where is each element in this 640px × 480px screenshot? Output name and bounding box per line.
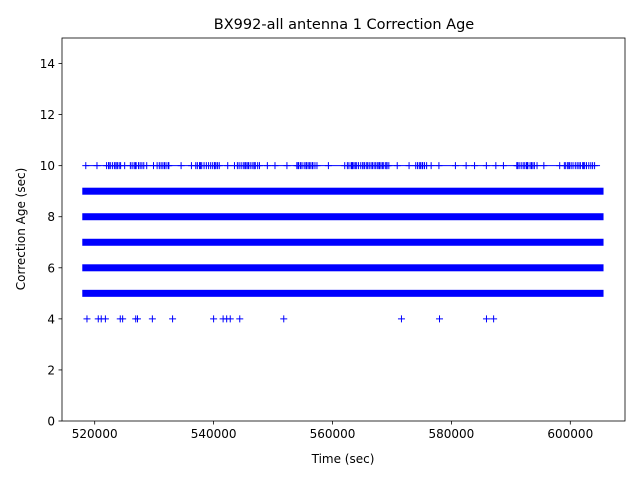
data-point [283, 162, 291, 170]
series-y8 [82, 213, 604, 221]
data-point [405, 162, 413, 170]
series-y9 [82, 187, 604, 195]
plot-frame [61, 37, 626, 422]
data-point [271, 162, 279, 170]
data-point [164, 162, 172, 170]
data-point [82, 162, 90, 170]
y-tick-label: 2 [47, 363, 55, 377]
data-point [499, 162, 507, 170]
x-axis: 520000 540000 560000 580000 600000 [72, 421, 593, 441]
x-tick-label: 560000 [310, 427, 356, 441]
plot-marks [82, 162, 604, 323]
chart-title: BX992-all antenna 1 Correction Age [214, 17, 474, 33]
dense-marker-band [82, 289, 604, 297]
data-point [236, 315, 244, 323]
data-point [215, 162, 223, 170]
x-axis-label: Time (sec) [311, 452, 375, 466]
data-point [280, 315, 288, 323]
data-point [148, 315, 156, 323]
data-point [117, 162, 125, 170]
data-point [119, 315, 127, 323]
data-point [482, 162, 490, 170]
y-tick-label: 12 [40, 108, 55, 122]
data-point [177, 162, 185, 170]
data-point [140, 162, 148, 170]
series-y6 [82, 264, 604, 272]
y-tick-label: 0 [47, 415, 55, 429]
data-point [451, 162, 459, 170]
series-y4 [83, 315, 498, 323]
data-point [462, 162, 470, 170]
data-point [101, 315, 109, 323]
data-point [385, 162, 393, 170]
data-point [134, 315, 142, 323]
data-point [482, 315, 490, 323]
x-tick-label: 600000 [547, 427, 593, 441]
data-point [435, 162, 443, 170]
data-point [313, 162, 321, 170]
data-point [226, 315, 234, 323]
x-tick-label: 520000 [72, 427, 118, 441]
data-point [210, 315, 218, 323]
dense-marker-band [82, 238, 604, 246]
data-point [324, 162, 332, 170]
x-tick-label: 580000 [428, 427, 474, 441]
x-tick-label: 540000 [191, 427, 237, 441]
y-tick-label: 6 [47, 261, 55, 275]
data-point [471, 162, 479, 170]
data-point [263, 162, 271, 170]
data-point [490, 315, 498, 323]
y-tick-label: 14 [40, 57, 55, 71]
data-point [224, 162, 232, 170]
series-y5 [82, 289, 604, 297]
dense-marker-band [82, 264, 604, 272]
data-point [530, 162, 538, 170]
dense-marker-band [82, 187, 604, 195]
series-y7 [82, 238, 604, 246]
data-point [436, 315, 444, 323]
data-point [540, 162, 548, 170]
data-point [589, 162, 597, 170]
y-tick-label: 8 [47, 210, 55, 224]
data-point [423, 162, 431, 170]
y-tick-label: 10 [40, 159, 55, 173]
series-y10 [82, 162, 601, 170]
data-point [255, 162, 263, 170]
y-axis-label: Correction Age (sec) [14, 168, 28, 291]
data-point [492, 162, 500, 170]
dense-marker-band [82, 213, 604, 221]
y-axis: 0 2 4 6 8 10 12 14 [40, 57, 62, 429]
data-point [393, 162, 401, 170]
y-tick-label: 4 [47, 312, 55, 326]
data-point [83, 315, 91, 323]
data-point [169, 315, 177, 323]
data-point [93, 162, 101, 170]
data-point [397, 315, 405, 323]
